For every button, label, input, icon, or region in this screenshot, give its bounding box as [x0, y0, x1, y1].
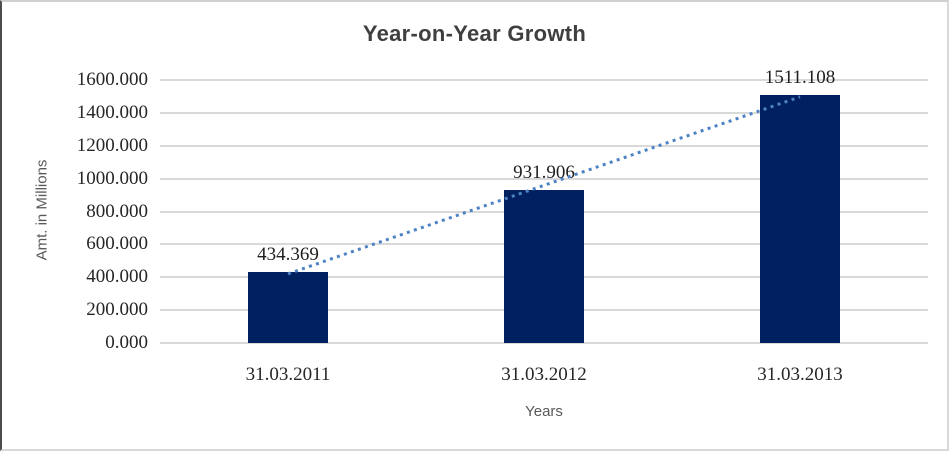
chart-title: Year-on-Year Growth: [362, 21, 587, 46]
data-label: 1511.108: [764, 66, 836, 88]
y-tick-label: 1600.000: [76, 69, 148, 90]
y-tick-label: 1000.000: [76, 167, 148, 189]
y-tick-label: 200.000: [86, 299, 148, 321]
data-label: 434.369: [257, 243, 319, 265]
y-tick-label: 400.000: [86, 266, 148, 288]
y-tick-label: 600.000: [86, 233, 148, 255]
y-tick-label: 0.000: [105, 332, 148, 353]
x-axis-title: Years: [525, 403, 563, 420]
bar: [504, 189, 584, 343]
y-tick-label: 1200.000: [76, 134, 148, 156]
x-tick-label: 31.03.2012: [501, 364, 587, 385]
gridline: [160, 79, 928, 81]
bar: [760, 94, 840, 343]
bar: [248, 271, 328, 343]
y-tick-label: 1400.000: [76, 101, 148, 123]
data-label: 931.906: [513, 161, 575, 183]
y-tick-label: 800.000: [86, 200, 148, 222]
x-tick-label: 31.03.2013: [757, 364, 843, 385]
x-tick-label: 31.03.2011: [245, 364, 331, 385]
gridline: [160, 342, 928, 344]
